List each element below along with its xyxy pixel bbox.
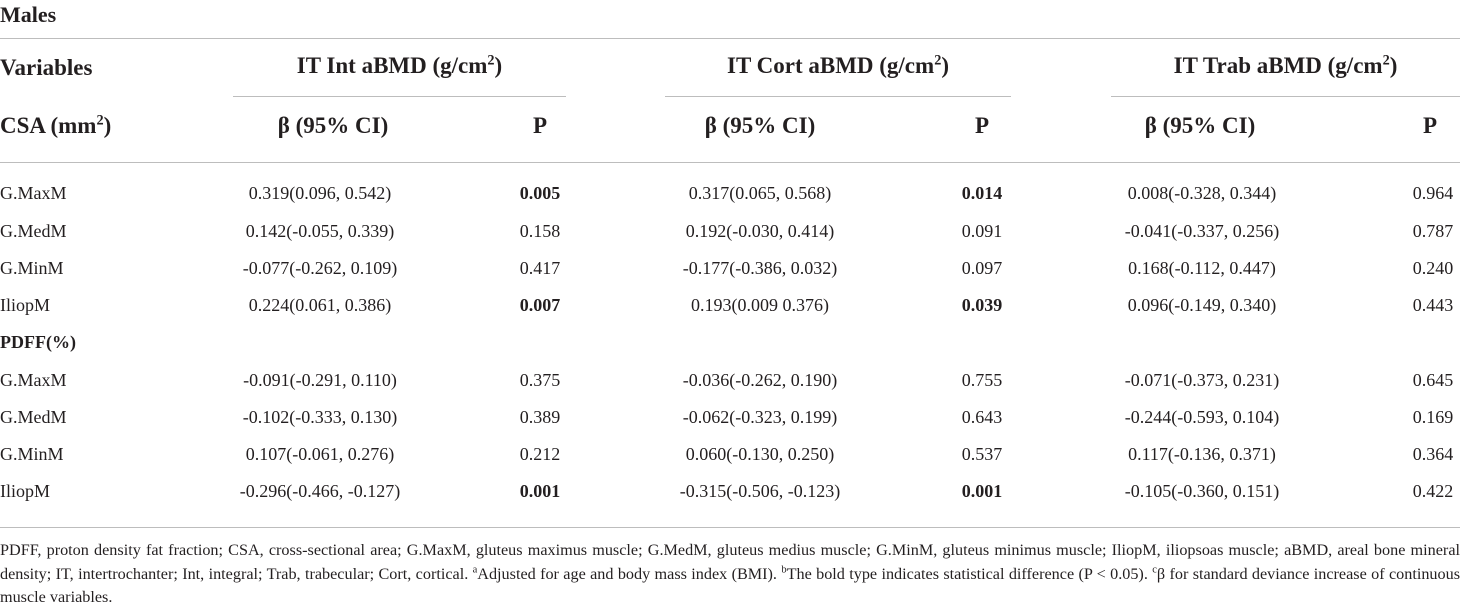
p-trab: 0.240 bbox=[1412, 258, 1454, 278]
beta-cort: 0.317(0.065, 0.568) bbox=[688, 183, 832, 203]
p-cort: 0.097 bbox=[961, 258, 1003, 278]
csa-header: CSA (mm2) bbox=[0, 112, 112, 138]
beta-cort: 0.193(0.009 0.376) bbox=[691, 295, 829, 315]
beta-header-int: β (95% CI) bbox=[277, 113, 389, 138]
p-header-cort: P bbox=[974, 113, 990, 138]
p-int: 0.417 bbox=[519, 258, 561, 278]
beta-cort: -0.315(-0.506, -0.123) bbox=[679, 481, 841, 501]
p-trab: 0.787 bbox=[1412, 221, 1454, 241]
beta-cort: -0.062(-0.323, 0.199) bbox=[682, 407, 838, 427]
p-cort: 0.001 bbox=[961, 481, 1003, 501]
beta-cort: 0.060(-0.130, 0.250) bbox=[685, 444, 835, 464]
beta-int: 0.107(-0.061, 0.276) bbox=[245, 444, 395, 464]
group-header-int: IT Int aBMD (g/cm2) bbox=[296, 52, 503, 78]
beta-cort: -0.036(-0.262, 0.190) bbox=[682, 370, 838, 390]
beta-int: 0.319(0.096, 0.542) bbox=[248, 183, 392, 203]
beta-int: -0.102(-0.333, 0.130) bbox=[242, 407, 398, 427]
group-underline-int bbox=[233, 96, 566, 97]
row-label: G.MaxM bbox=[0, 370, 67, 390]
group-underline-cort bbox=[665, 96, 1011, 97]
beta-trab: -0.244(-0.593, 0.104) bbox=[1124, 407, 1280, 427]
p-cort: 0.039 bbox=[961, 295, 1003, 315]
table-title: Males bbox=[0, 2, 57, 27]
p-cort: 0.014 bbox=[961, 183, 1003, 203]
p-int: 0.007 bbox=[519, 295, 561, 315]
beta-trab: 0.008(-0.328, 0.344) bbox=[1127, 183, 1277, 203]
p-cort: 0.091 bbox=[961, 221, 1003, 241]
row-label: G.MaxM bbox=[0, 183, 67, 203]
beta-header-trab: β (95% CI) bbox=[1144, 113, 1256, 138]
beta-trab: 0.117(-0.136, 0.371) bbox=[1128, 444, 1276, 464]
group-underline-trab bbox=[1111, 96, 1460, 97]
p-int: 0.212 bbox=[519, 444, 561, 464]
beta-int: -0.077(-0.262, 0.109) bbox=[242, 258, 398, 278]
beta-cort: -0.177(-0.386, 0.032) bbox=[682, 258, 838, 278]
p-trab: 0.422 bbox=[1412, 481, 1454, 501]
p-cort: 0.537 bbox=[961, 444, 1003, 464]
bottom-rule bbox=[0, 527, 1460, 528]
row-label: G.MinM bbox=[0, 258, 64, 278]
group-header-cort: IT Cort aBMD (g/cm2) bbox=[727, 52, 949, 78]
p-cort: 0.755 bbox=[961, 370, 1003, 390]
p-int: 0.389 bbox=[519, 407, 561, 427]
table-footnote: PDFF, proton density fat fraction; CSA, … bbox=[0, 541, 1460, 607]
beta-int: -0.296(-0.466, -0.127) bbox=[239, 481, 401, 501]
p-cort: 0.643 bbox=[961, 407, 1003, 427]
row-label: IliopM bbox=[0, 481, 51, 501]
beta-trab: 0.096(-0.149, 0.340) bbox=[1127, 295, 1277, 315]
p-int: 0.005 bbox=[519, 183, 561, 203]
beta-cort: 0.192(-0.030, 0.414) bbox=[685, 221, 835, 241]
header-rule bbox=[0, 162, 1460, 163]
beta-header-cort: β (95% CI) bbox=[704, 113, 816, 138]
row-label: G.MedM bbox=[0, 407, 67, 427]
beta-trab: -0.041(-0.337, 0.256) bbox=[1124, 221, 1280, 241]
row-label: G.MinM bbox=[0, 444, 64, 464]
beta-trab: -0.071(-0.373, 0.231) bbox=[1124, 370, 1280, 390]
p-int: 0.375 bbox=[519, 370, 561, 390]
p-int: 0.158 bbox=[519, 221, 561, 241]
p-header-int: P bbox=[532, 113, 548, 138]
p-trab: 0.169 bbox=[1412, 407, 1454, 427]
top-rule bbox=[0, 38, 1460, 39]
p-trab: 0.443 bbox=[1412, 295, 1454, 315]
row-label: IliopM bbox=[0, 295, 51, 315]
beta-int: 0.142(-0.055, 0.339) bbox=[245, 221, 395, 241]
p-header-trab: P bbox=[1422, 113, 1438, 138]
pdff-section-label: PDFF(%) bbox=[0, 332, 76, 352]
p-trab: 0.964 bbox=[1412, 183, 1454, 203]
beta-int: 0.224(0.061, 0.386) bbox=[248, 295, 392, 315]
variables-header: Variables bbox=[0, 55, 93, 80]
p-int: 0.001 bbox=[519, 481, 561, 501]
p-trab: 0.364 bbox=[1412, 444, 1454, 464]
p-trab: 0.645 bbox=[1412, 370, 1454, 390]
group-header-trab: IT Trab aBMD (g/cm2) bbox=[1173, 52, 1398, 78]
beta-int: -0.091(-0.291, 0.110) bbox=[243, 370, 397, 390]
beta-trab: 0.168(-0.112, 0.447) bbox=[1128, 258, 1276, 278]
row-label: G.MedM bbox=[0, 221, 67, 241]
beta-trab: -0.105(-0.360, 0.151) bbox=[1124, 481, 1280, 501]
